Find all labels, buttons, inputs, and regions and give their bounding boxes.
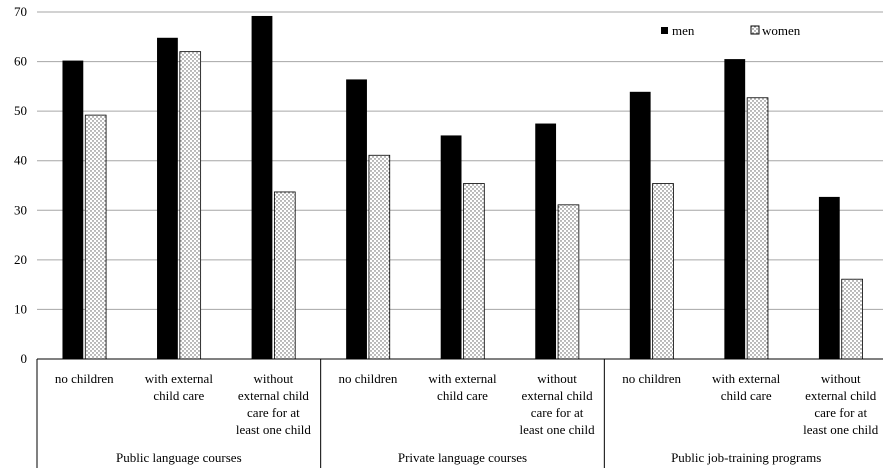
category-label: with external	[428, 371, 497, 386]
y-tick-label: 20	[14, 252, 27, 267]
group-label: Private language courses	[398, 450, 527, 465]
bar-women	[841, 278, 863, 360]
bar-women	[746, 97, 769, 360]
category-label: external child	[805, 388, 877, 403]
category-label: external child	[238, 388, 310, 403]
bar-women	[273, 191, 296, 360]
bar-women	[463, 183, 485, 360]
group-label: Public language courses	[116, 450, 242, 465]
bars	[62, 15, 863, 360]
bar-men	[346, 79, 367, 359]
gridlines	[37, 11, 883, 310]
bar-women	[84, 114, 107, 360]
category-label: with external	[145, 371, 214, 386]
axes	[36, 358, 883, 468]
legend: men women	[661, 23, 801, 38]
category-label: care for at	[247, 405, 300, 420]
group-label: Public job-training programs	[671, 450, 821, 465]
y-tick-label: 40	[14, 153, 27, 168]
bar-women	[652, 183, 674, 360]
category-label: care for at	[531, 405, 584, 420]
category-label: care for at	[814, 405, 867, 420]
bar-women	[368, 154, 391, 360]
bar-men	[251, 15, 273, 359]
category-labels: no children with external child care withou…	[55, 371, 879, 437]
y-tick-labels: 0 10 20 30 40 50 60 70	[14, 4, 27, 366]
category-label: no children	[55, 371, 114, 386]
category-label: child care	[437, 388, 488, 403]
legend-label-men: men	[672, 23, 695, 38]
bar-men	[535, 123, 557, 360]
bar-men	[62, 60, 84, 360]
category-label: no children	[622, 371, 681, 386]
bar-women	[557, 204, 580, 360]
category-label: external child	[522, 388, 594, 403]
legend-label-women: women	[762, 23, 801, 38]
y-tick-label: 30	[14, 202, 27, 217]
category-label: least one child	[803, 422, 879, 437]
legend-swatch-men	[661, 27, 668, 34]
bar-women	[179, 51, 202, 360]
category-label: without	[821, 371, 861, 386]
category-label: without	[254, 371, 294, 386]
legend-swatch-women	[750, 25, 760, 35]
bar-men	[818, 196, 840, 359]
category-label: least one child	[236, 422, 312, 437]
category-label: least one child	[520, 422, 596, 437]
bar-men	[440, 135, 462, 359]
y-tick-label: 60	[14, 54, 27, 69]
bar-men	[629, 91, 651, 359]
category-label: child care	[721, 388, 772, 403]
category-label: with external	[712, 371, 781, 386]
group-labels: Public language courses Private language …	[116, 450, 821, 465]
y-tick-label: 50	[14, 103, 27, 118]
y-tick-label: 70	[14, 4, 27, 19]
category-label: without	[537, 371, 577, 386]
y-tick-label: 10	[14, 301, 27, 316]
bar-men	[724, 59, 746, 359]
bar-men	[157, 37, 178, 360]
category-label: no children	[339, 371, 398, 386]
y-tick-label: 0	[21, 351, 28, 366]
category-label: child care	[153, 388, 204, 403]
